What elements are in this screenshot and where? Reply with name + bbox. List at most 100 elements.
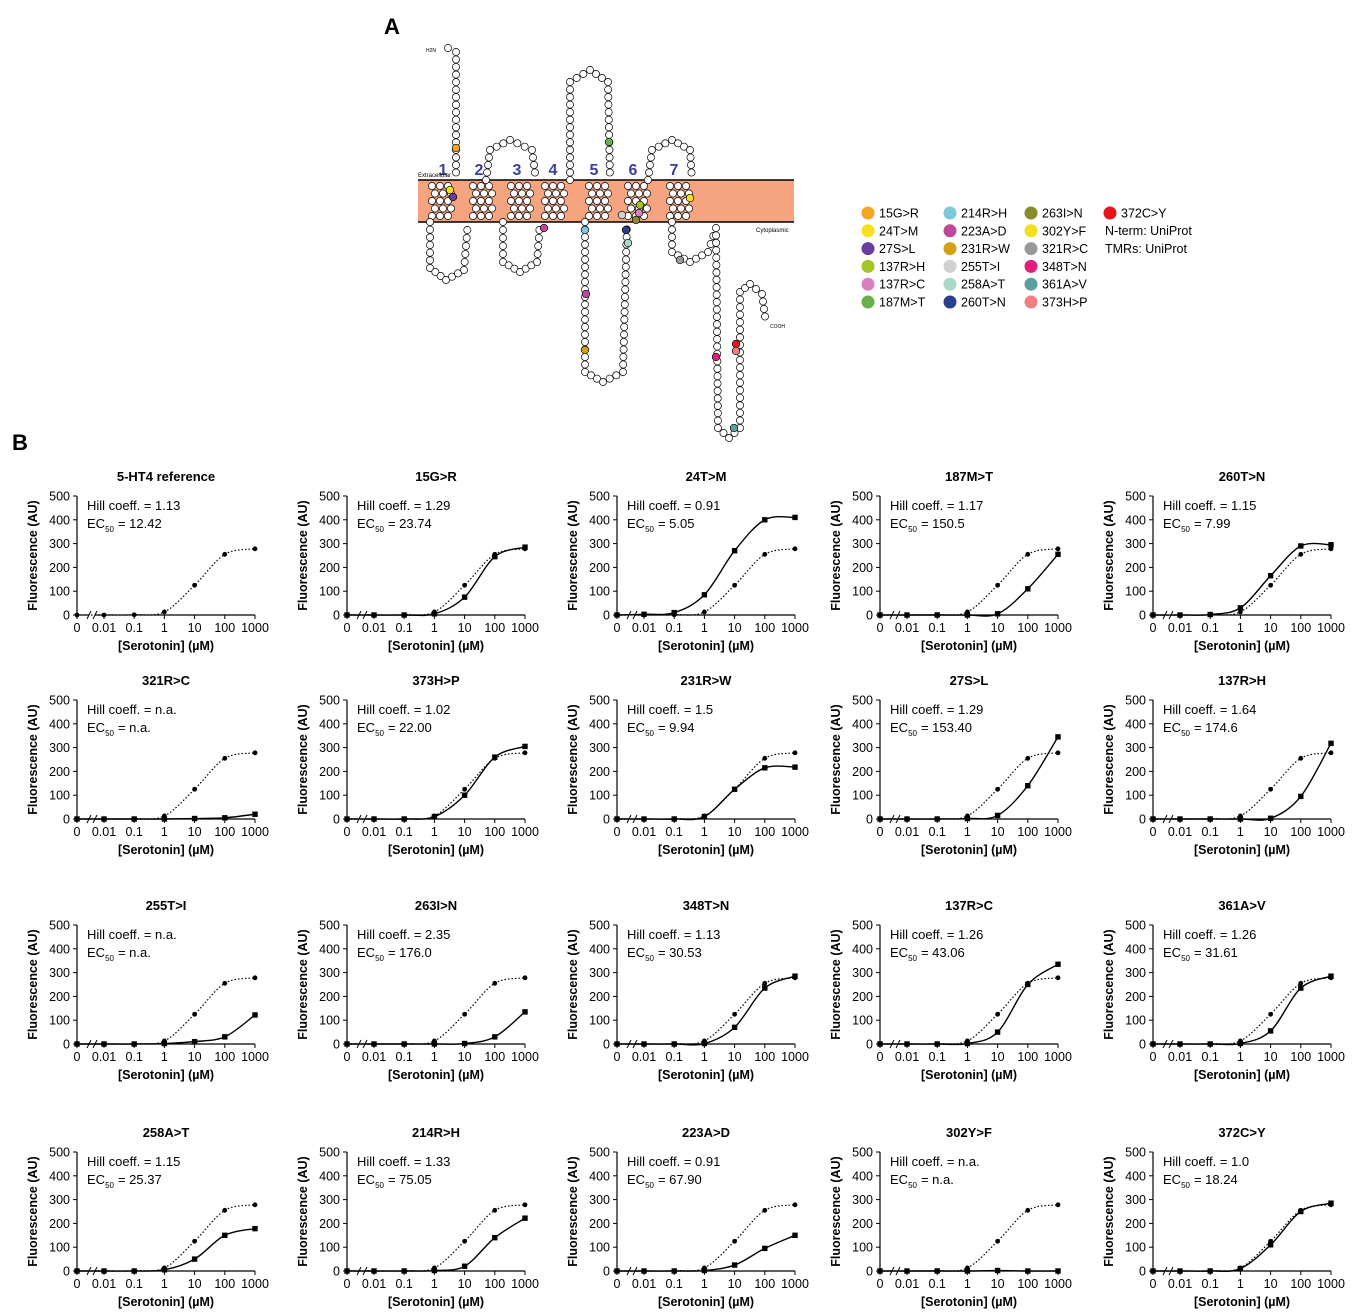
residue	[452, 94, 459, 101]
x-tick-label: 1	[1237, 1050, 1244, 1064]
data-point	[1328, 542, 1333, 547]
legend-swatch	[1104, 207, 1117, 220]
x-tick-label: 1000	[511, 621, 539, 635]
residue	[605, 124, 612, 131]
data-point	[192, 816, 197, 821]
legend-swatch	[862, 224, 875, 237]
x-tick-label: 1000	[781, 825, 809, 839]
data-point	[344, 1041, 349, 1046]
legend-swatch	[862, 296, 875, 309]
residue	[560, 205, 567, 212]
data-point	[75, 613, 80, 618]
data-point	[492, 1208, 497, 1213]
residue	[581, 301, 588, 308]
residue	[499, 218, 506, 225]
data-point	[253, 1202, 258, 1207]
x-axis-label: [Serotonin] (µM)	[118, 1068, 214, 1082]
residue	[643, 205, 650, 212]
residue	[761, 313, 768, 320]
x-tick-label: 0.1	[396, 1050, 413, 1064]
ec50-value: = 12.42	[118, 516, 162, 531]
residue	[593, 197, 600, 204]
helix-number: 3	[513, 162, 522, 179]
residue	[452, 109, 459, 116]
residue	[712, 232, 719, 239]
x-tick-label: 1000	[1044, 1050, 1072, 1064]
chart-title: 27S>L	[950, 673, 989, 688]
y-axis-label: Fluorescence (AU)	[26, 704, 40, 814]
residue	[668, 218, 675, 225]
data-point	[732, 1239, 737, 1244]
residue	[566, 78, 573, 85]
residue	[483, 169, 490, 176]
x-tick-label: 100	[214, 825, 235, 839]
data-point	[672, 1041, 677, 1046]
data-point	[252, 1012, 257, 1017]
chart: 27S>L010020030040050000.010.11101001000[…	[829, 673, 1072, 857]
chart-title: 321R>C	[142, 673, 191, 688]
residue	[444, 212, 451, 219]
data-point	[1025, 783, 1030, 788]
y-tick-label: 300	[852, 741, 873, 755]
data-point	[132, 816, 137, 821]
chart-title: 231R>W	[681, 673, 733, 688]
y-tick-label: 400	[589, 1169, 610, 1183]
legend-label: 137R>C	[879, 278, 925, 292]
residue	[581, 248, 588, 255]
ec50-subscript: 50	[105, 1181, 114, 1190]
chart-title: 255T>I	[146, 898, 187, 913]
data-point	[614, 612, 619, 617]
data-point	[222, 1233, 227, 1238]
chart-title: 361A>V	[1218, 898, 1266, 913]
legend-swatch	[1025, 242, 1038, 255]
fit-curve	[880, 753, 1058, 819]
data-point	[904, 1268, 909, 1273]
data-point	[732, 1025, 737, 1030]
residue	[593, 212, 600, 219]
data-point	[371, 612, 376, 617]
x-axis-label: [Serotonin] (µM)	[658, 1295, 754, 1309]
x-tick-label: 0	[614, 1050, 621, 1064]
mutation-site	[635, 209, 643, 217]
ec50-subscript: 50	[1181, 729, 1190, 738]
residue	[759, 298, 766, 305]
residue	[506, 136, 513, 143]
y-tick-label: 200	[319, 765, 340, 779]
data-point	[1055, 1268, 1060, 1273]
data-point	[641, 1268, 646, 1273]
residue	[447, 205, 454, 212]
residue	[452, 101, 459, 108]
ec50-annotation: EC50= 153.40	[890, 720, 972, 738]
y-tick-label: 200	[589, 765, 610, 779]
residue	[644, 176, 651, 183]
ec50-value: = n.a.	[118, 720, 151, 735]
x-tick-label: 0	[1150, 825, 1157, 839]
chart-title: 258A>T	[143, 1125, 190, 1140]
residue	[452, 154, 459, 161]
residue	[621, 293, 628, 300]
ec50-value: = 5.05	[658, 516, 695, 531]
x-tick-label: 10	[458, 621, 472, 635]
ec50-value: = 43.06	[921, 945, 965, 960]
data-point	[995, 1029, 1000, 1034]
residue	[736, 379, 743, 386]
ec50-value: = 30.53	[658, 945, 702, 960]
chart: 137R>H010020030040050000.010.11101001000…	[1102, 673, 1345, 857]
fit-curve	[77, 978, 255, 1044]
y-tick-label: 300	[319, 537, 340, 551]
legend-label: 361A>V	[1042, 278, 1087, 292]
y-axis-label: Fluorescence (AU)	[566, 1156, 580, 1266]
x-tick-label: 100	[754, 1277, 775, 1291]
residue	[557, 182, 564, 189]
x-tick-label: 100	[754, 1050, 775, 1064]
chart: 5-HT4 reference010020030040050000.010.11…	[26, 469, 269, 653]
y-tick-label: 400	[49, 942, 70, 956]
data-point	[522, 1009, 527, 1014]
y-tick-label: 500	[852, 919, 873, 933]
residue	[493, 143, 500, 150]
mutation-site	[636, 201, 644, 209]
data-point	[672, 816, 677, 821]
residue	[535, 234, 542, 241]
y-tick-label: 200	[319, 1217, 340, 1231]
